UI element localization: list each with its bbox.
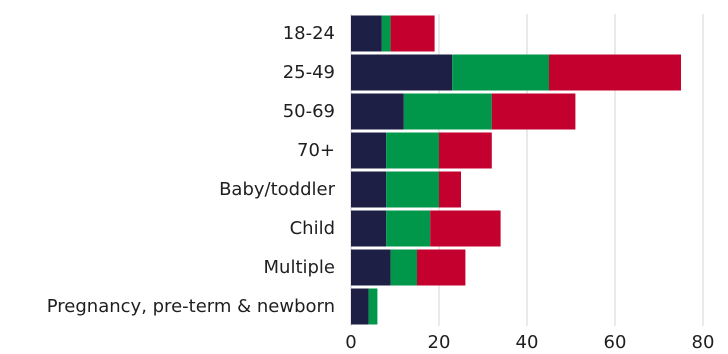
bar-segment-3-row-1 xyxy=(390,15,435,52)
x-tick-label: 40 xyxy=(516,332,539,353)
bar-segment-3-row-2 xyxy=(549,54,681,91)
bar-segment-2-row-7 xyxy=(390,249,417,286)
bar-layer xyxy=(351,15,681,325)
category-label: 18-24 xyxy=(283,23,335,44)
bar-segment-3-row-4 xyxy=(439,132,492,169)
bar-segment-1-row-3 xyxy=(351,93,404,130)
x-tick-label: 80 xyxy=(692,332,715,353)
bar-segment-1-row-5 xyxy=(351,171,387,208)
bar-segment-2-row-2 xyxy=(452,54,549,91)
x-tick-label: 0 xyxy=(345,332,356,353)
x-axis-tick-labels: 0 20 40 60 80 xyxy=(345,332,714,353)
category-label: 50-69 xyxy=(283,101,335,122)
bar-segment-3-row-3 xyxy=(491,93,576,130)
bar-segment-2-row-1 xyxy=(381,15,391,52)
bar-segment-1-row-2 xyxy=(351,54,453,91)
category-label: Baby/toddler xyxy=(219,179,336,200)
category-label: Child xyxy=(290,218,335,239)
bar-segment-1-row-4 xyxy=(351,132,387,169)
category-label: Pregnancy, pre-term & newborn xyxy=(47,296,335,317)
bar-segment-2-row-8 xyxy=(368,288,378,325)
category-label: 70+ xyxy=(297,140,335,161)
bar-segment-3-row-7 xyxy=(417,249,466,286)
x-tick-label: 20 xyxy=(428,332,451,353)
bar-segment-2-row-5 xyxy=(386,171,439,208)
category-labels: 18-24 25-49 50-69 70+ Baby/toddler Child Multi… xyxy=(47,23,336,317)
bar-segment-3-row-6 xyxy=(430,210,501,247)
category-label: Multiple xyxy=(264,257,336,278)
bar-segment-1-row-7 xyxy=(351,249,391,286)
bar-segment-2-row-4 xyxy=(386,132,439,169)
bar-segment-1-row-1 xyxy=(351,15,382,52)
bar-segment-2-row-3 xyxy=(403,93,492,130)
x-tick-label: 60 xyxy=(604,332,627,353)
bar-segment-1-row-8 xyxy=(351,288,369,325)
category-label: 25-49 xyxy=(283,62,335,83)
bar-segment-3-row-5 xyxy=(439,171,461,208)
bar-segment-2-row-6 xyxy=(386,210,431,247)
bar-segment-1-row-6 xyxy=(351,210,387,247)
